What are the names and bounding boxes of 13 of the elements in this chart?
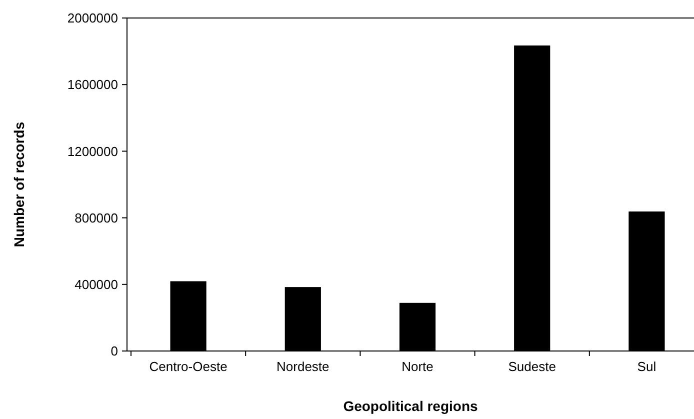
x-tick-label: Nordeste [276,359,330,374]
y-tick-label: 0 [110,344,118,359]
y-tick-label: 1600000 [67,77,118,92]
y-tick-label: 800000 [74,210,118,226]
y-tick-label: 2000000 [67,10,118,26]
x-tick-label: Sul [637,359,656,374]
x-tick-label: Sudeste [508,359,556,374]
x-tick-label: Norte [402,359,434,374]
y-tick-label: 400000 [74,276,118,292]
x-axis-title: Geopolitical regions [343,398,478,414]
y-axis-title: Number of records [11,122,27,248]
x-tick-label: Centro-Oeste [149,359,228,374]
y-tick-label: 1200000 [67,144,118,159]
